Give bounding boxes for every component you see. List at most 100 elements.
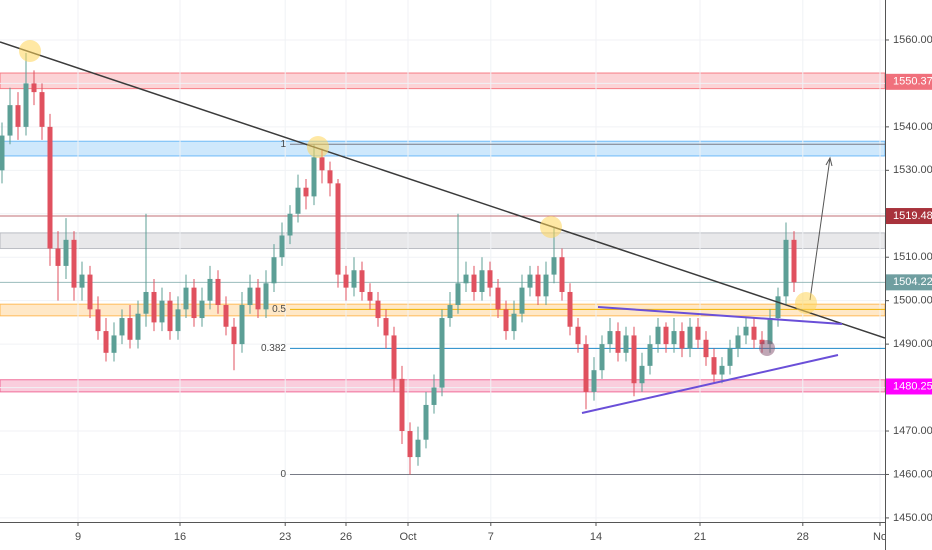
highlight <box>540 216 562 238</box>
candle-body <box>167 300 173 332</box>
y-tick-label: 1470.00 <box>893 425 932 437</box>
candle-body <box>375 300 381 319</box>
candle-body <box>15 105 21 127</box>
candle-body <box>31 83 37 93</box>
candle-body <box>295 187 301 214</box>
candle-body <box>687 326 693 349</box>
candle-body <box>303 187 309 197</box>
arrow-head <box>825 156 833 167</box>
candle-body <box>647 344 653 366</box>
candle-body <box>311 157 317 197</box>
candle-body <box>695 326 701 340</box>
candle-body <box>47 126 53 249</box>
candle-body <box>63 239 69 266</box>
x-tick-label: 16 <box>174 531 186 543</box>
level-label: 1480.25 <box>893 380 932 392</box>
candle-body <box>743 326 749 336</box>
level-label: 1550.37 <box>893 76 932 88</box>
candle-body <box>271 257 277 284</box>
fib-label: 0 <box>280 469 286 480</box>
x-tick-label: 23 <box>279 531 291 543</box>
candle-body <box>479 270 485 292</box>
candle-body <box>535 274 541 297</box>
y-tick-label: 1500.00 <box>893 295 932 307</box>
candles <box>0 53 797 475</box>
level-label: 1519.48 <box>893 210 932 222</box>
candle-body <box>159 300 165 323</box>
zone <box>0 140 886 157</box>
candle-body <box>151 291 157 323</box>
candle-body <box>583 344 589 392</box>
candle-body <box>519 287 525 314</box>
candle-body <box>599 344 605 371</box>
candle-body <box>791 239 797 283</box>
candle-body <box>215 278 221 306</box>
candle-body <box>631 335 637 384</box>
x-tick-label: 21 <box>694 531 706 543</box>
candle-body <box>703 339 709 358</box>
candle-body <box>135 313 141 340</box>
level-box <box>886 378 932 395</box>
candle-body <box>143 291 149 314</box>
candle-body <box>359 270 365 292</box>
candle-body <box>343 274 349 288</box>
x-tick-label: 26 <box>340 531 352 543</box>
candle-body <box>223 305 229 327</box>
candle-body <box>407 431 413 458</box>
candle-body <box>239 305 245 345</box>
level-box <box>886 208 932 225</box>
candle-body <box>783 239 789 297</box>
candle-body <box>543 274 549 297</box>
candle-body <box>127 318 133 340</box>
candle-body <box>199 300 205 319</box>
candle-body <box>263 283 269 310</box>
candle-body <box>615 331 621 353</box>
candle-body <box>639 365 645 384</box>
candle-body <box>591 370 597 392</box>
candle-body <box>767 318 773 345</box>
candle-body <box>231 326 237 345</box>
candle-body <box>95 309 101 332</box>
candle-body <box>367 291 373 301</box>
x-tick-label: Oct <box>399 531 416 543</box>
y-tick-label: 1510.00 <box>893 251 932 263</box>
candle-body <box>399 378 405 432</box>
fib-label: 0.382 <box>261 343 286 354</box>
candle-body <box>655 326 661 345</box>
candle-body <box>287 213 293 236</box>
candle-body <box>567 291 573 327</box>
candle-body <box>559 257 565 292</box>
y-tick-label: 1460.00 <box>893 468 932 480</box>
candle-body <box>119 318 125 336</box>
candle-body <box>39 92 45 127</box>
candle-body <box>23 83 29 127</box>
candle-body <box>111 335 117 353</box>
candle-body <box>527 274 533 288</box>
candle-body <box>0 135 5 171</box>
triangle-lower <box>581 354 839 414</box>
candle-body <box>511 313 517 332</box>
candle-body <box>671 331 677 345</box>
x-tick-label: 28 <box>797 531 809 543</box>
x-tick-label: 14 <box>590 531 602 543</box>
y-tick-label: 1560.00 <box>893 34 932 46</box>
candle-body <box>423 404 429 440</box>
candle-body <box>415 439 421 458</box>
candle-body <box>175 309 181 332</box>
y-tick-label: 1490.00 <box>893 338 932 350</box>
zone <box>0 232 886 250</box>
candle-body <box>751 326 757 340</box>
candle-body <box>727 348 733 366</box>
candle-body <box>663 326 669 345</box>
arrow <box>809 157 831 301</box>
candle-body <box>79 274 85 288</box>
highlight <box>19 40 41 62</box>
candle-body <box>183 287 189 310</box>
candle-body <box>391 335 397 379</box>
candle-body <box>319 157 325 171</box>
candle-body <box>247 287 253 306</box>
highlight <box>759 340 775 356</box>
candle-body <box>463 274 469 284</box>
drawings <box>0 40 885 414</box>
